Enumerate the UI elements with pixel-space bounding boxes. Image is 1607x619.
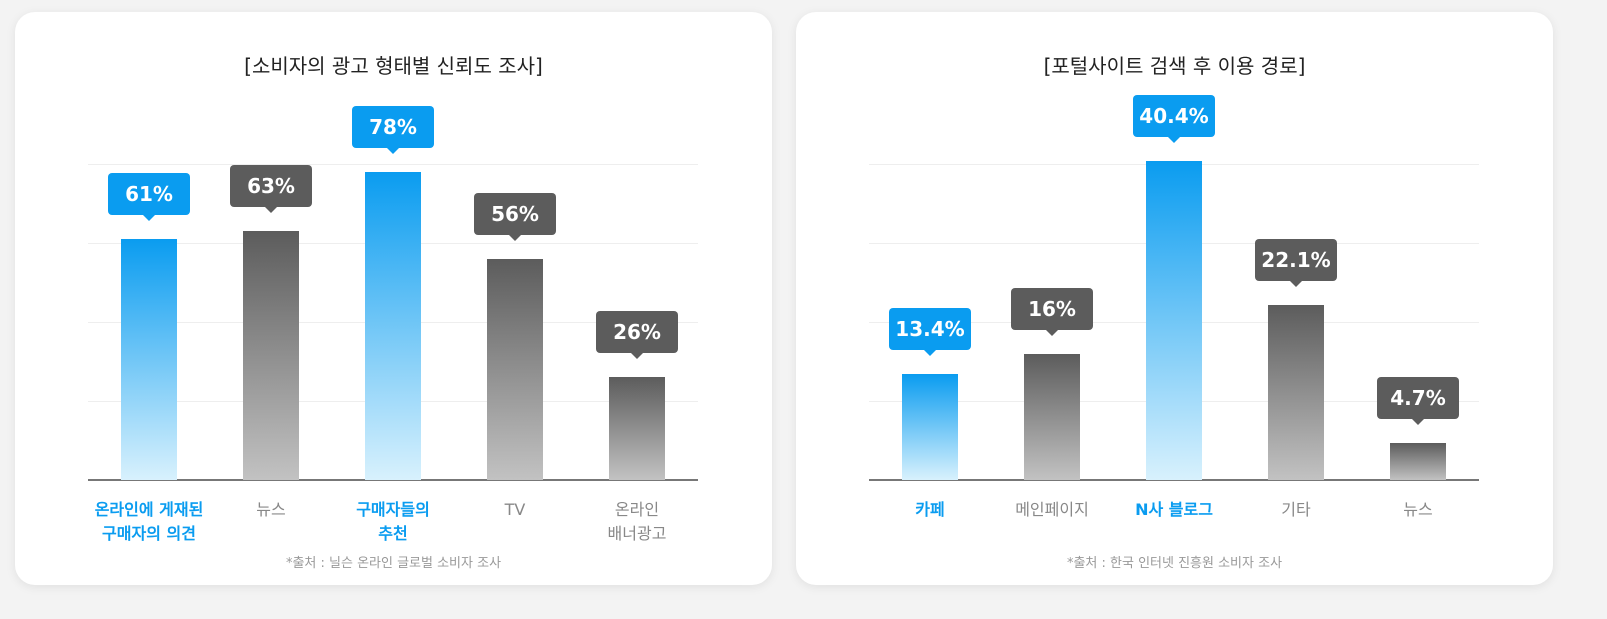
value-label: 56% <box>474 192 556 241</box>
value-label: 26% <box>596 311 678 360</box>
bar <box>1024 353 1080 480</box>
value-label: 63% <box>230 165 312 214</box>
bar <box>365 171 421 480</box>
value-label: 4.7% <box>1377 376 1459 425</box>
bar <box>1390 442 1446 480</box>
bar <box>1146 160 1202 480</box>
grid-line <box>88 164 698 165</box>
x-tick-label: 카페 <box>915 500 945 519</box>
bar <box>243 231 299 480</box>
x-tick-label: TV <box>504 500 526 519</box>
chart-title: [소비자의 광고 형태별 신뢰도 조사] <box>244 54 543 78</box>
x-axis <box>88 479 698 481</box>
chart-card: [포털사이트 검색 후 이용 경로] *출처 : 한국 인터넷 진흥원 소비자 … <box>796 12 1553 585</box>
x-tick-label: N사 블로그 <box>1135 500 1213 519</box>
chart-card: [소비자의 광고 형태별 신뢰도 조사] *출처 : 닐슨 온라인 글로벌 소비… <box>15 12 772 585</box>
bar <box>1268 305 1324 480</box>
bar <box>902 374 958 480</box>
x-tick-label: 뉴스 <box>256 500 286 519</box>
x-tick-label: 메인페이지 <box>1015 500 1089 519</box>
x-tick-label: 구매자들의 추천 <box>356 500 430 543</box>
chart-title: [포털사이트 검색 후 이용 경로] <box>1043 54 1306 78</box>
source-note: *출처 : 닐슨 온라인 글로벌 소비자 조사 <box>285 556 502 571</box>
bar <box>487 258 543 480</box>
value-label: 22.1% <box>1255 239 1337 288</box>
x-tick-label: 기타 <box>1281 500 1311 519</box>
value-label: 40.4% <box>1133 94 1215 143</box>
bar <box>121 239 177 480</box>
x-tick-label: 온라인에 게재된 구매자의 의견 <box>94 500 204 543</box>
value-label: 61% <box>108 173 190 222</box>
source-note: *출처 : 한국 인터넷 진흥원 소비자 조사 <box>1066 556 1283 571</box>
value-label: 13.4% <box>889 308 971 357</box>
bar <box>609 377 665 480</box>
value-label: 16% <box>1011 287 1093 336</box>
value-label: 78% <box>352 105 434 154</box>
x-tick-label: 온라인 배너광고 <box>607 500 667 543</box>
x-axis <box>869 479 1479 481</box>
x-tick-label: 뉴스 <box>1403 500 1433 519</box>
